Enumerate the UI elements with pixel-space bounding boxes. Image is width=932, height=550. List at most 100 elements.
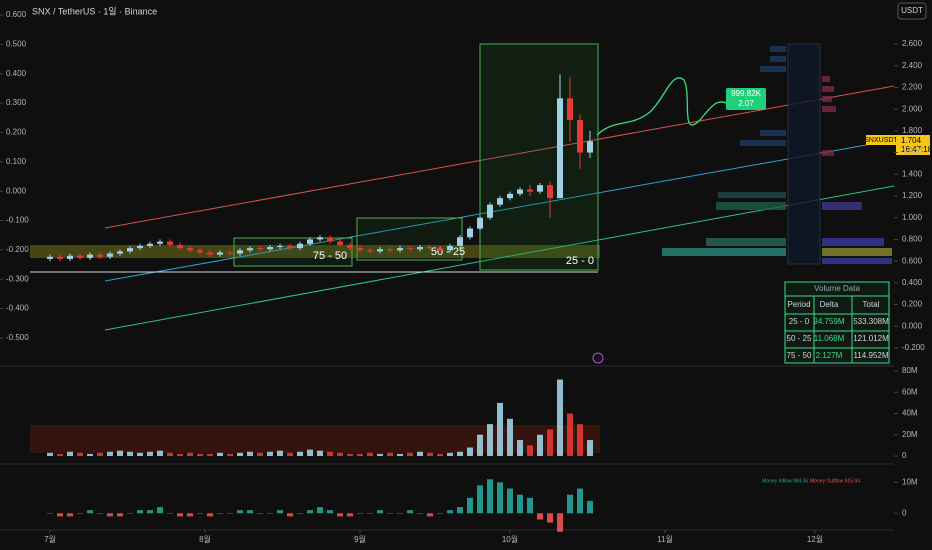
range-box — [479, 43, 599, 271]
bar — [457, 507, 463, 514]
y2-tick-label: 2.000 — [902, 104, 923, 113]
candle-body — [77, 255, 83, 258]
bar — [207, 453, 213, 456]
bar — [237, 510, 243, 514]
y-tick-label: -0.500 — [6, 333, 29, 342]
y-tick-label: 0 — [902, 451, 907, 460]
bar — [527, 445, 533, 456]
bar — [257, 452, 263, 456]
candle-body — [487, 204, 493, 218]
bar — [527, 497, 533, 514]
bar — [377, 510, 383, 514]
y2-tick-label: -0.200 — [902, 343, 925, 352]
table-cell: 25 - 0 — [789, 317, 810, 326]
bar — [227, 453, 233, 456]
candle-body — [317, 237, 323, 240]
bar — [417, 513, 423, 514]
y2-tick-label: 1.400 — [902, 169, 923, 178]
candle-body — [167, 241, 173, 245]
candle-body — [237, 250, 243, 254]
candle-body — [327, 237, 333, 242]
bar — [467, 447, 473, 456]
currency-button[interactable] — [897, 2, 927, 20]
candle-body — [427, 247, 433, 249]
candle-body — [537, 185, 543, 192]
table-body: Period Delta Total 25 - 0 94.759M 533.308M 50 … — [785, 295, 889, 363]
candle-body — [97, 254, 103, 257]
candle-body — [67, 255, 73, 259]
y-tick-label: 80M — [902, 366, 918, 375]
y2-tick-label: 0.800 — [902, 235, 923, 244]
bar — [237, 452, 243, 456]
candle-body — [107, 253, 113, 257]
bar — [457, 451, 463, 456]
candle-body — [367, 250, 373, 252]
x-tick-label: 10월 — [502, 534, 518, 544]
bar — [287, 452, 293, 456]
y-tick-label: 40M — [902, 409, 918, 418]
candle-body — [257, 248, 263, 250]
candle-body — [397, 248, 403, 251]
candle-body — [437, 248, 443, 251]
bar — [247, 510, 253, 514]
bar — [507, 418, 513, 456]
bar — [57, 453, 63, 456]
bar — [97, 513, 103, 514]
candle-body — [207, 252, 213, 255]
event-icon[interactable] — [592, 352, 604, 364]
bar — [427, 452, 433, 456]
candle-body — [227, 252, 233, 254]
table-cell: 114.952M — [854, 351, 889, 360]
y-tick-label: -0.100 — [6, 216, 29, 225]
bar — [187, 513, 193, 517]
y2-tick-label: 2.200 — [902, 83, 923, 92]
candle-body — [517, 189, 523, 194]
bar — [317, 507, 323, 514]
bar — [217, 452, 223, 456]
y2-tick-label: 1.800 — [902, 126, 923, 135]
bar — [267, 451, 273, 456]
bar — [277, 450, 283, 456]
bar — [357, 453, 363, 456]
callout-price: 2.07 — [738, 99, 754, 108]
y-tick-label: 0.600 — [6, 10, 27, 19]
candle-body — [447, 245, 453, 251]
bar — [567, 494, 573, 514]
bar — [87, 453, 93, 456]
bar — [177, 453, 183, 456]
bar — [447, 510, 453, 514]
y2-tick-label: 1.600 — [902, 148, 923, 157]
y2-tick-label: 0.400 — [902, 278, 923, 287]
heat-band — [30, 425, 600, 453]
bar — [537, 434, 543, 456]
bar — [467, 497, 473, 514]
table-cell: 121.012M — [853, 334, 889, 343]
bar — [407, 452, 413, 456]
callout-box — [726, 88, 766, 110]
bar — [537, 513, 543, 520]
bar — [517, 494, 523, 514]
y-tick-label: -0.200 — [6, 245, 29, 254]
chart-title: SNX / TetherUS · 1일 · Binance — [32, 6, 157, 16]
candle-body — [497, 198, 503, 205]
bar — [577, 488, 583, 514]
bar — [137, 452, 143, 456]
bar — [147, 510, 153, 514]
bar — [57, 513, 63, 517]
bar — [477, 485, 483, 514]
bar — [167, 513, 173, 514]
x-tick-label: 8월 — [199, 534, 211, 544]
x-tick-label: 12월 — [807, 534, 823, 544]
bar — [177, 513, 183, 517]
bar — [157, 507, 163, 514]
bar — [247, 451, 253, 456]
bar — [337, 452, 343, 456]
bar — [327, 451, 333, 456]
bar — [267, 513, 273, 514]
bar — [147, 451, 153, 456]
candle-body — [197, 250, 203, 253]
currency-button-label[interactable]: USDT — [901, 6, 923, 15]
y-tick-label: 10M — [902, 477, 918, 486]
bar — [487, 479, 493, 514]
bar — [227, 513, 233, 514]
